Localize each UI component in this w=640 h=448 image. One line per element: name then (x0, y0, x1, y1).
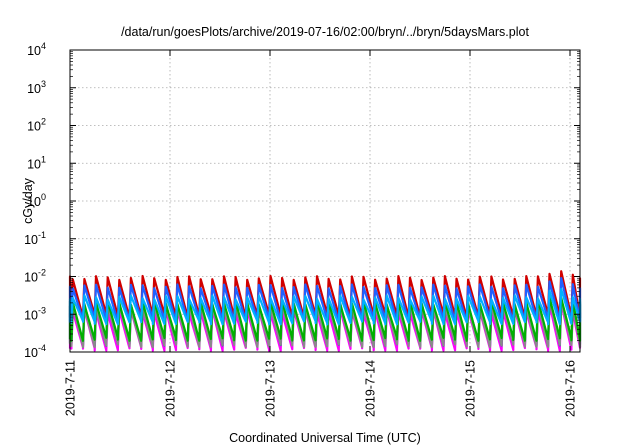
x-tick-label: 2019-7-15 (464, 360, 478, 417)
y-tick-label: 101 (27, 154, 46, 171)
y-tick-label: 103 (27, 79, 46, 96)
y-tick-exponent: 1 (41, 154, 46, 164)
chart-title: /data/run/goesPlots/archive/2019-07-16/0… (121, 25, 529, 39)
x-axis: 2019-7-11 2019-7-12 2019-7-13 2019-7-14 2019… (64, 50, 578, 417)
y-tick-label: 10-3 (24, 305, 46, 322)
y-tick-exponent: 2 (41, 117, 46, 127)
series-group (68, 270, 582, 352)
y-tick-exponent: -2 (38, 268, 46, 278)
x-tick-label: 2019-7-12 (164, 360, 178, 417)
y-tick-exponent: -4 (38, 343, 46, 353)
y-tick-label: 104 (27, 41, 46, 58)
y-axis-label: cGy/day (21, 177, 35, 224)
y-tick-exponent: -3 (38, 305, 46, 315)
y-tick-exponent: 0 (41, 192, 46, 202)
y-tick-label: 10-2 (24, 268, 46, 285)
grid (70, 50, 580, 352)
y-tick-label: 10-4 (24, 343, 46, 360)
y-tick-exponent: 3 (41, 79, 46, 89)
x-tick-label: 2019-7-11 (64, 360, 78, 416)
x-tick-label: 2019-7-13 (264, 360, 278, 417)
x-axis-label: Coordinated Universal Time (UTC) (229, 431, 421, 445)
y-tick-exponent: 4 (41, 41, 46, 51)
series-line (68, 287, 582, 326)
x-tick-label: 2019-7-14 (364, 360, 378, 417)
y-tick-label: 10-1 (24, 230, 46, 247)
y-tick-exponent: -1 (38, 230, 46, 240)
x-tick-label: 2019-7-16 (564, 360, 578, 417)
y-tick-label: 102 (27, 117, 46, 134)
